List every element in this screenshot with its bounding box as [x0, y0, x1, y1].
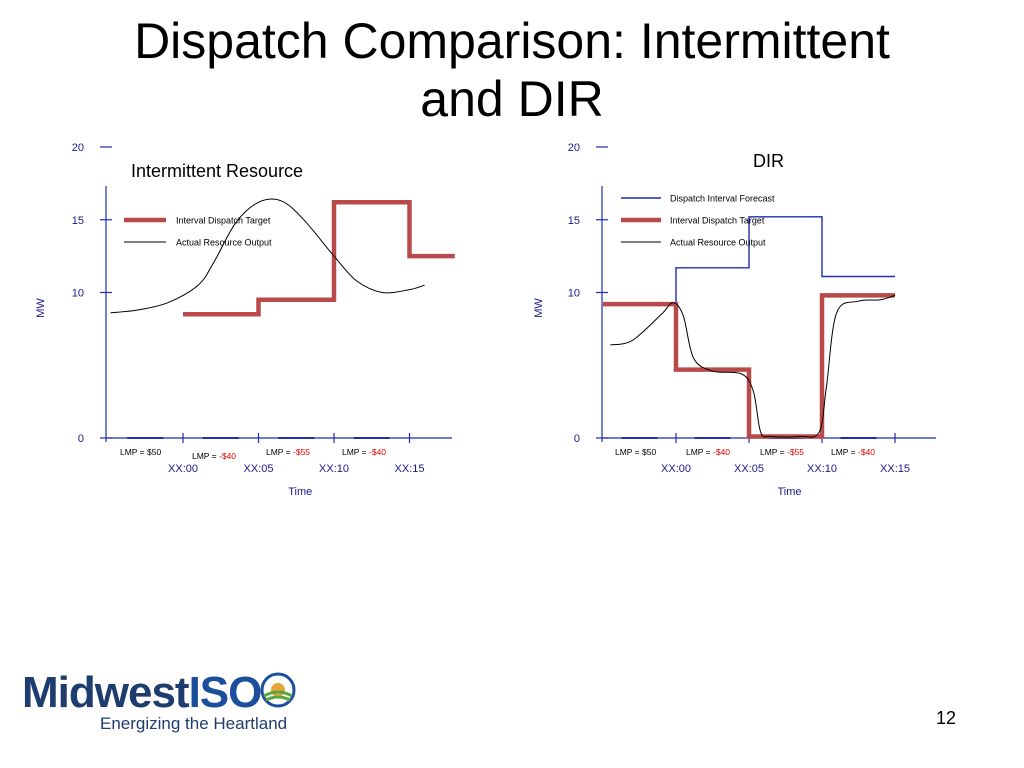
left-y-tick-label: 10 [72, 288, 84, 300]
logo-word: Midwest [22, 668, 190, 717]
left-y-tick-label: 15 [72, 215, 84, 227]
left-x-axis-title: Time [288, 486, 312, 498]
logo-tagline: Energizing the Heartland [100, 714, 288, 733]
left-x-tick-label: XX:15 [395, 463, 425, 475]
right-y-tick-label: 20 [568, 142, 580, 154]
left-x-tick-label: XX:05 [244, 463, 274, 475]
left-legend-label: Actual Resource Output [176, 238, 272, 248]
left-x-tick-label: XX:00 [168, 463, 198, 475]
right-chart-title: DIR [753, 151, 784, 171]
right-lmp-label: LMP = -$55 [760, 447, 804, 457]
left-x-tick-label: XX:10 [319, 463, 349, 475]
page-number: 12 [936, 708, 957, 728]
right-y-tick-label: 15 [568, 215, 580, 227]
slide-title-line-2: and DIR [420, 71, 604, 127]
slide-title: Dispatch Comparison: Intermittent and DI… [0, 12, 1024, 128]
right-legend-label: Interval Dispatch Target [670, 216, 765, 226]
slide-title-line-1: Dispatch Comparison: Intermittent [134, 13, 890, 69]
right-series-dispatch-interval-forecast [603, 216, 895, 304]
left-lmp-label: LMP = $50 [120, 447, 161, 457]
right-x-axis-title: Time [777, 486, 801, 498]
right-lmp-label: LMP = -$40 [686, 447, 730, 457]
midwest-iso-logo: MidwestISO Energizing the Heartland [22, 668, 322, 738]
right-y-tick-label: 10 [568, 288, 580, 300]
right-y-axis-title: MW [533, 298, 545, 318]
left-series-interval-dispatch-target [183, 200, 455, 317]
left-y-tick-label: 20 [72, 142, 84, 154]
sun-icon [260, 672, 296, 708]
right-legend-label: Actual Resource Output [670, 238, 766, 248]
logo-iso: ISO [188, 668, 263, 717]
left-lmp-label: LMP = -$55 [266, 447, 310, 457]
right-legend-label: Dispatch Interval Forecast [670, 194, 775, 204]
left-lmp-label: LMP = -$40 [342, 447, 386, 457]
left-chart-title: Intermittent Resource [131, 161, 304, 181]
left-y-axis-title: MW [35, 298, 47, 318]
left-legend-label: Interval Dispatch Target [176, 216, 271, 226]
left-y-tick-label: 0 [78, 433, 84, 445]
left-lmp-label: LMP = -$40 [192, 451, 236, 461]
right-x-tick-label: XX:05 [734, 463, 764, 475]
left-series-actual-resource-output [110, 198, 425, 314]
right-series-actual-resource-output [610, 294, 896, 438]
right-x-tick-label: XX:10 [807, 463, 837, 475]
right-series-interval-dispatch-target [603, 293, 895, 439]
right-lmp-label: LMP = $50 [615, 447, 656, 457]
right-lmp-label: LMP = -$40 [831, 447, 875, 457]
right-x-tick-label: XX:15 [880, 463, 910, 475]
right-y-tick-label: 0 [574, 433, 580, 445]
right-x-tick-label: XX:00 [661, 463, 691, 475]
